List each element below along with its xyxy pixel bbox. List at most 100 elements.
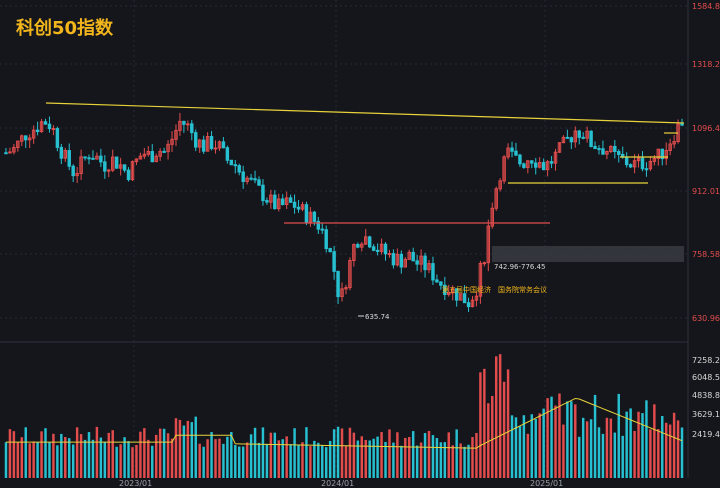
candle-body <box>47 123 52 130</box>
volume-bar <box>309 446 312 478</box>
volume-bar <box>645 400 648 478</box>
volume-bar <box>534 418 537 478</box>
volume-bar <box>447 432 450 478</box>
volume-bar <box>230 431 233 478</box>
volume-bar <box>328 440 332 478</box>
candle-body <box>43 121 48 125</box>
candle-body <box>466 302 471 308</box>
volume-bar <box>356 440 360 478</box>
volume-bar <box>613 432 617 478</box>
volume-bar <box>415 445 419 478</box>
candle-body <box>470 299 475 308</box>
candle-body <box>447 292 451 296</box>
candle-body <box>146 151 151 155</box>
volume-bar <box>297 445 300 478</box>
candle-body <box>371 246 376 251</box>
volume-bar <box>558 393 561 478</box>
volume-bar <box>218 438 221 478</box>
volume-bar <box>435 438 439 478</box>
candle-body <box>589 130 593 147</box>
candle-body <box>316 220 321 230</box>
volume-bar <box>206 439 209 478</box>
candle-body <box>197 139 202 148</box>
volume-bar <box>459 443 462 478</box>
volume-bar <box>392 442 395 478</box>
volume-tick-label: 2419.41 <box>692 430 720 439</box>
volume-bar <box>305 427 308 478</box>
candle-body <box>391 253 396 266</box>
candle-body <box>261 184 265 202</box>
volume-bar <box>585 421 589 478</box>
volume-bar <box>427 430 431 478</box>
volume-bar <box>487 403 490 478</box>
candle-body <box>510 147 514 152</box>
candle-body <box>443 284 447 296</box>
volume-bar <box>491 395 494 478</box>
date-tick-label: 2024/01 <box>321 479 354 488</box>
candle-body <box>312 211 317 222</box>
volume-bar <box>28 443 31 478</box>
candle-body <box>340 288 344 298</box>
candle-body <box>672 141 676 145</box>
volume-bar <box>20 437 24 478</box>
candle-body <box>257 179 261 186</box>
candle-body <box>431 263 435 281</box>
volume-bar <box>273 432 277 478</box>
candle-body <box>63 150 68 159</box>
candle-body <box>154 155 158 163</box>
volume-tick-label: 7258.22 <box>692 356 720 365</box>
candle-body <box>118 164 123 169</box>
candle-body <box>462 293 467 304</box>
candle-body <box>269 194 273 203</box>
volume-bar <box>408 437 411 478</box>
volume-bar <box>32 441 35 478</box>
candle-body <box>490 207 494 227</box>
volume-bar <box>633 431 636 478</box>
volume-bar <box>657 429 660 478</box>
candle-body <box>411 251 415 262</box>
candle-body <box>158 150 162 157</box>
candle-body <box>518 154 522 165</box>
candle-body <box>506 147 510 158</box>
price-tick-label: 630.96 <box>692 314 720 323</box>
news-label: 国务院常务会议 <box>498 285 547 294</box>
volume-bar <box>518 426 522 478</box>
candle-body <box>557 142 562 153</box>
volume-bar <box>289 444 292 478</box>
volume-bar <box>4 442 8 478</box>
long-trendline <box>45 102 685 124</box>
candle-body <box>593 145 597 150</box>
volume-bar <box>68 438 71 478</box>
volume-bar <box>431 435 435 478</box>
volume-bar <box>609 418 613 478</box>
volume-bar <box>115 446 118 478</box>
volume-bar <box>285 436 288 478</box>
volume-bar <box>147 439 150 478</box>
range-label: 742.96-776.45 <box>494 263 546 271</box>
volume-bar <box>601 433 605 478</box>
volume-bar <box>139 431 142 478</box>
candle-body <box>162 150 166 153</box>
volume-bar <box>400 445 403 478</box>
volume-bar <box>234 445 237 478</box>
volume-bar <box>87 432 91 478</box>
volume-bar <box>411 431 415 478</box>
candle-body <box>229 159 234 166</box>
volume-bar <box>60 433 63 478</box>
candle-body <box>150 151 154 163</box>
volume-bar <box>40 431 43 478</box>
candle-body <box>383 243 388 255</box>
volume-bar <box>198 443 201 478</box>
candle-body <box>387 253 392 256</box>
candle-body <box>628 164 633 168</box>
candle-body <box>308 211 313 223</box>
volume-bar <box>210 432 213 478</box>
volume-tick-label: 4838.81 <box>692 391 720 400</box>
volume-bar <box>127 441 130 478</box>
candle-body <box>336 270 340 298</box>
candle-body <box>399 253 404 268</box>
volume-bar <box>514 417 518 478</box>
volume-bar <box>372 438 375 478</box>
